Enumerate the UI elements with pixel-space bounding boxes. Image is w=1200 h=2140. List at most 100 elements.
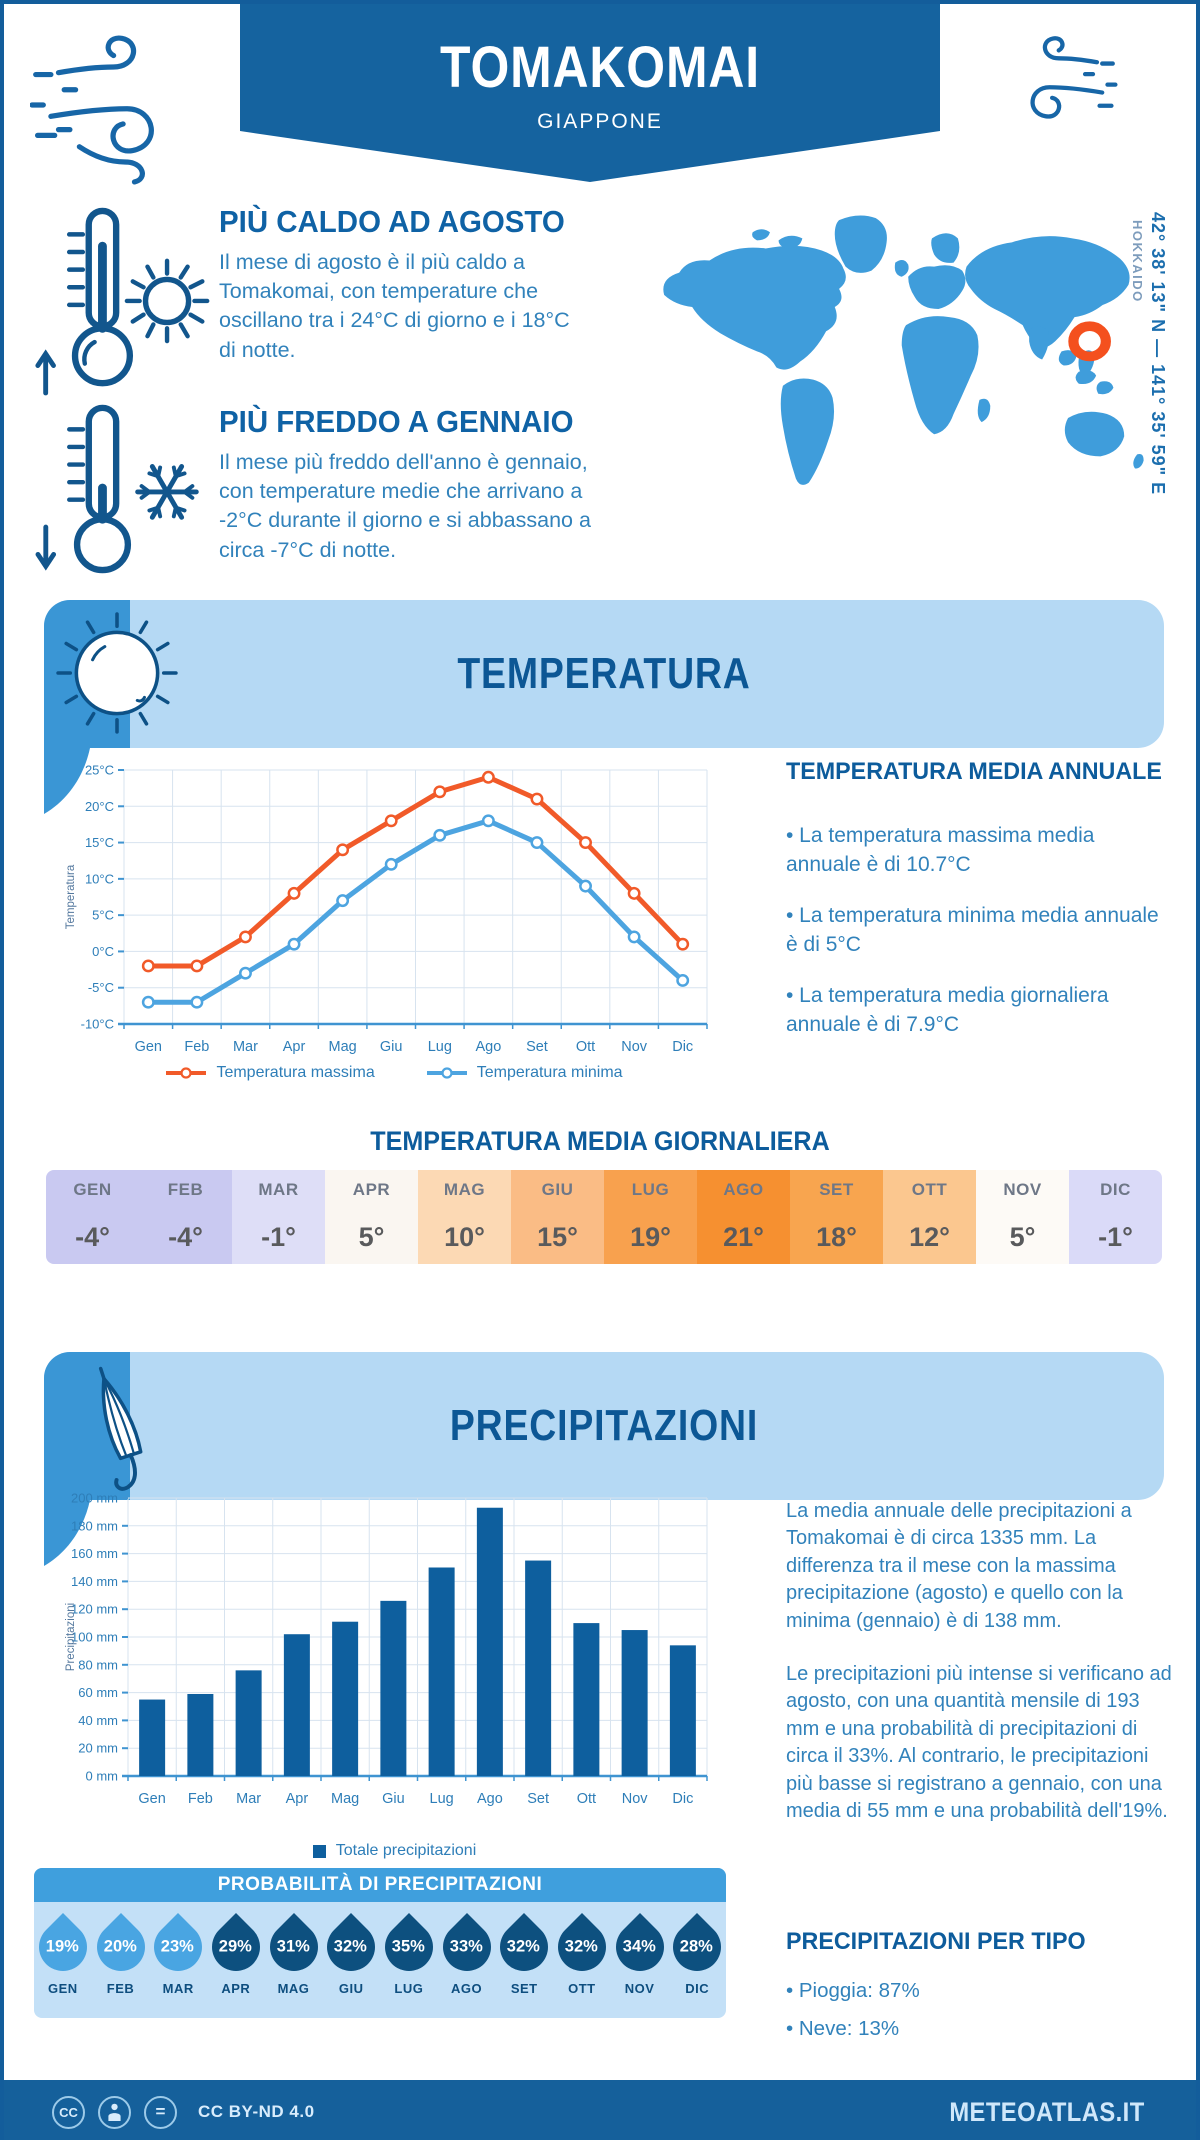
raindrop-icon: 19% <box>34 1913 97 1981</box>
svg-text:Apr: Apr <box>283 1039 306 1055</box>
svg-text:80 mm: 80 mm <box>78 1657 118 1672</box>
svg-text:Feb: Feb <box>184 1039 209 1055</box>
svg-text:Set: Set <box>527 1791 549 1807</box>
probability-month-label: NOV <box>624 1981 655 1996</box>
probability-heading: PROBABILITÀ DI PRECIPITAZIONI <box>34 1868 726 1902</box>
sun-banner-icon <box>56 612 178 734</box>
probability-column: 31% MAG <box>259 1913 328 1996</box>
daily-temperature-value: 5° <box>1009 1221 1036 1252</box>
svg-text:Ago: Ago <box>475 1039 501 1055</box>
daily-table-column: LUG 19° <box>604 1170 697 1264</box>
warm-heading: PIÙ CALDO AD AGOSTO <box>219 204 565 239</box>
legend-square-icon <box>312 1844 326 1858</box>
temperature-banner-title: TEMPERATURA <box>457 649 751 698</box>
probability-month-label: LUG <box>394 1981 424 1996</box>
annual-bullet: • La temperatura massima media annuale è… <box>786 824 1095 876</box>
raindrop-icon: 31% <box>259 1913 328 1981</box>
precipitation-banner-title: PRECIPITAZIONI <box>449 1401 759 1450</box>
probability-column: 32% SET <box>490 1913 559 1996</box>
raindrop-icon: 32% <box>317 1913 386 1981</box>
probability-value: 32% <box>507 1937 541 1956</box>
daily-temperature-value: 5° <box>358 1221 385 1252</box>
temperature-line-chart: -10°C -5°C 0°C 5°C 10°C 15°C 20°C 25°C Gen Feb Mar… <box>65 763 708 1055</box>
temperature-chart-legend: Temperatura massima Temperatura minima <box>62 1064 727 1082</box>
legend-item: Totale precipitazioni <box>312 1842 476 1860</box>
cold-text: Il mese più freddo dell'anno è gennaio, … <box>219 450 591 562</box>
svg-text:-5°C: -5°C <box>88 980 114 995</box>
raindrop-icon: 35% <box>374 1913 443 1981</box>
svg-text:180 mm: 180 mm <box>71 1518 118 1533</box>
daily-temperature-value: 19° <box>630 1221 671 1252</box>
daily-month-label: GEN <box>73 1180 112 1199</box>
page-subtitle: GIAPPONE <box>537 110 663 133</box>
daily-temperature-value: 10° <box>444 1221 485 1252</box>
person-icon <box>108 2103 121 2121</box>
attribution-icon <box>98 2095 131 2129</box>
daily-temperature-value: 18° <box>816 1221 857 1252</box>
svg-text:Mag: Mag <box>331 1791 359 1807</box>
daily-month-label: DIC <box>1100 1180 1131 1199</box>
raindrop-icon: 34% <box>605 1913 674 1981</box>
site-name: METEOATLAS.IT <box>949 2096 1145 2127</box>
probability-panel: PROBABILITÀ DI PRECIPITAZIONI 19% GEN 20% F… <box>34 1868 726 2018</box>
probability-column: 32% GIU <box>317 1913 386 1996</box>
probability-column: 34% NOV <box>605 1913 674 1996</box>
legend-line-marker-icon <box>426 1067 467 1079</box>
page-title: TOMAKOMAI <box>440 35 760 100</box>
svg-text:15°C: 15°C <box>85 835 114 850</box>
map-region-label: HOKKAIDO <box>1130 220 1145 303</box>
legend-item: Temperatura minima <box>426 1064 623 1082</box>
annual-temperature-block: TEMPERATURA MEDIA ANNUALE • La temperatu… <box>786 758 1172 1062</box>
svg-text:25°C: 25°C <box>85 763 114 778</box>
per-type-item: • Neve: 13% <box>786 2016 900 2040</box>
per-type-item: • Pioggia: 87% <box>786 1979 920 2002</box>
precipitation-paragraph: La media annuale delle precipitazioni a … <box>786 1500 1132 1632</box>
probability-value: 32% <box>334 1937 368 1956</box>
no-derivatives-icon: = <box>144 2095 177 2129</box>
thermometer-warm-icon <box>35 207 210 396</box>
precipitation-paragraph: Le precipitazioni più intense si verific… <box>786 1662 1172 1822</box>
probability-month-label: OTT <box>568 1981 596 1996</box>
probability-month-label: AGO <box>450 1981 483 1996</box>
daily-month-label: MAR <box>258 1180 299 1199</box>
probability-value: 33% <box>450 1937 484 1956</box>
per-type-heading: PRECIPITAZIONI PER TIPO <box>786 1928 1086 1955</box>
svg-text:0 mm: 0 mm <box>86 1769 119 1784</box>
warm-text: Il mese di agosto è il più caldo a Tomak… <box>219 250 570 362</box>
probability-month-label: DIC <box>685 1981 710 1996</box>
license-icons: CC = CC BY-ND 4.0 <box>52 2095 315 2129</box>
legend-item: Temperatura massima <box>166 1064 375 1082</box>
svg-text:Dic: Dic <box>672 1791 693 1807</box>
probability-value: 34% <box>623 1937 657 1956</box>
wind-icon <box>1030 36 1118 119</box>
per-type-block: PRECIPITAZIONI PER TIPO • Pioggia: 87% • … <box>786 1928 1166 2053</box>
daily-temperature-value: -1° <box>261 1221 296 1252</box>
daily-month-label: NOV <box>1003 1180 1042 1199</box>
svg-text:200 mm: 200 mm <box>71 1491 118 1506</box>
daily-table-column: MAG 10° <box>418 1170 511 1264</box>
precipitation-banner: PRECIPITAZIONI <box>44 1352 1164 1500</box>
probability-month-label: GEN <box>48 1981 78 1996</box>
daily-table-column: GEN -4° <box>46 1170 139 1264</box>
svg-text:Set: Set <box>526 1039 548 1055</box>
probability-drops: 19% GEN 20% FEB 23% MAR 29% APR 31% MAG 32% GIU 35% L… <box>34 1902 726 1996</box>
probability-value: 32% <box>565 1937 599 1956</box>
svg-text:Ott: Ott <box>577 1791 596 1807</box>
probability-month-label: MAG <box>277 1981 310 1996</box>
daily-month-label: AGO <box>723 1180 764 1199</box>
probability-column: 20% FEB <box>86 1913 155 1996</box>
legend-line-marker-icon <box>166 1067 207 1079</box>
svg-text:Gen: Gen <box>138 1791 165 1807</box>
daily-table-column: FEB -4° <box>139 1170 232 1264</box>
daily-temperature-value: 12° <box>909 1221 950 1252</box>
annual-bullet: • La temperatura media giornaliera annua… <box>786 984 1109 1036</box>
svg-text:100 mm: 100 mm <box>71 1630 118 1645</box>
svg-text:5°C: 5°C <box>92 908 114 923</box>
daily-temperature-value: -1° <box>1098 1221 1133 1252</box>
daily-table-column: DIC -1° <box>1069 1170 1162 1264</box>
probability-month-label: FEB <box>106 1981 135 1996</box>
raindrop-icon: 33% <box>432 1913 501 1981</box>
svg-text:Feb: Feb <box>188 1791 213 1807</box>
svg-text:Nov: Nov <box>622 1791 649 1807</box>
